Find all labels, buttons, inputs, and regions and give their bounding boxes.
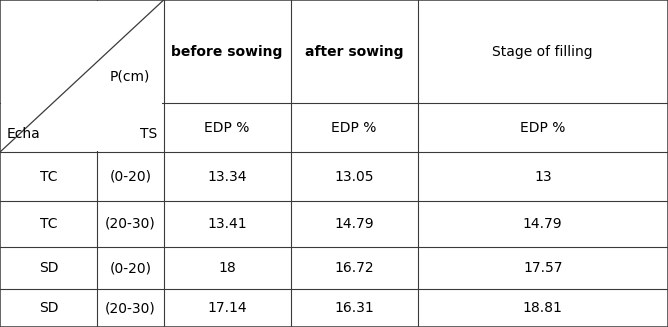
Text: SD: SD [39,261,58,275]
Text: SD: SD [39,301,58,315]
Text: Echa: Echa [7,127,41,141]
Text: 13.05: 13.05 [334,170,374,183]
Text: Stage of filling: Stage of filling [492,44,593,59]
Text: (0-20): (0-20) [110,170,151,183]
Text: EDP %: EDP % [520,121,565,134]
Text: 17.14: 17.14 [207,301,247,315]
Text: 13: 13 [534,170,552,183]
Text: 18: 18 [218,261,236,275]
Text: (20-30): (20-30) [105,217,156,231]
Text: 14.79: 14.79 [523,217,562,231]
Text: TS: TS [140,127,157,141]
Text: 16.72: 16.72 [334,261,374,275]
Bar [1,1,162,151]
Text: 13.41: 13.41 [207,217,247,231]
Text: EDP %: EDP % [331,121,377,134]
Text: 14.79: 14.79 [334,217,374,231]
Text: P(cm): P(cm) [110,69,150,83]
Text: 17.57: 17.57 [523,261,562,275]
Text: 18.81: 18.81 [523,301,562,315]
Text: EDP %: EDP % [204,121,250,134]
Text: after sowing: after sowing [305,44,403,59]
Text: TC: TC [39,170,57,183]
Text: (20-30): (20-30) [105,301,156,315]
Text: 13.34: 13.34 [207,170,247,183]
Text: before sowing: before sowing [172,44,283,59]
Text: TC: TC [39,217,57,231]
Text: (0-20): (0-20) [110,261,151,275]
Text: 16.31: 16.31 [334,301,374,315]
